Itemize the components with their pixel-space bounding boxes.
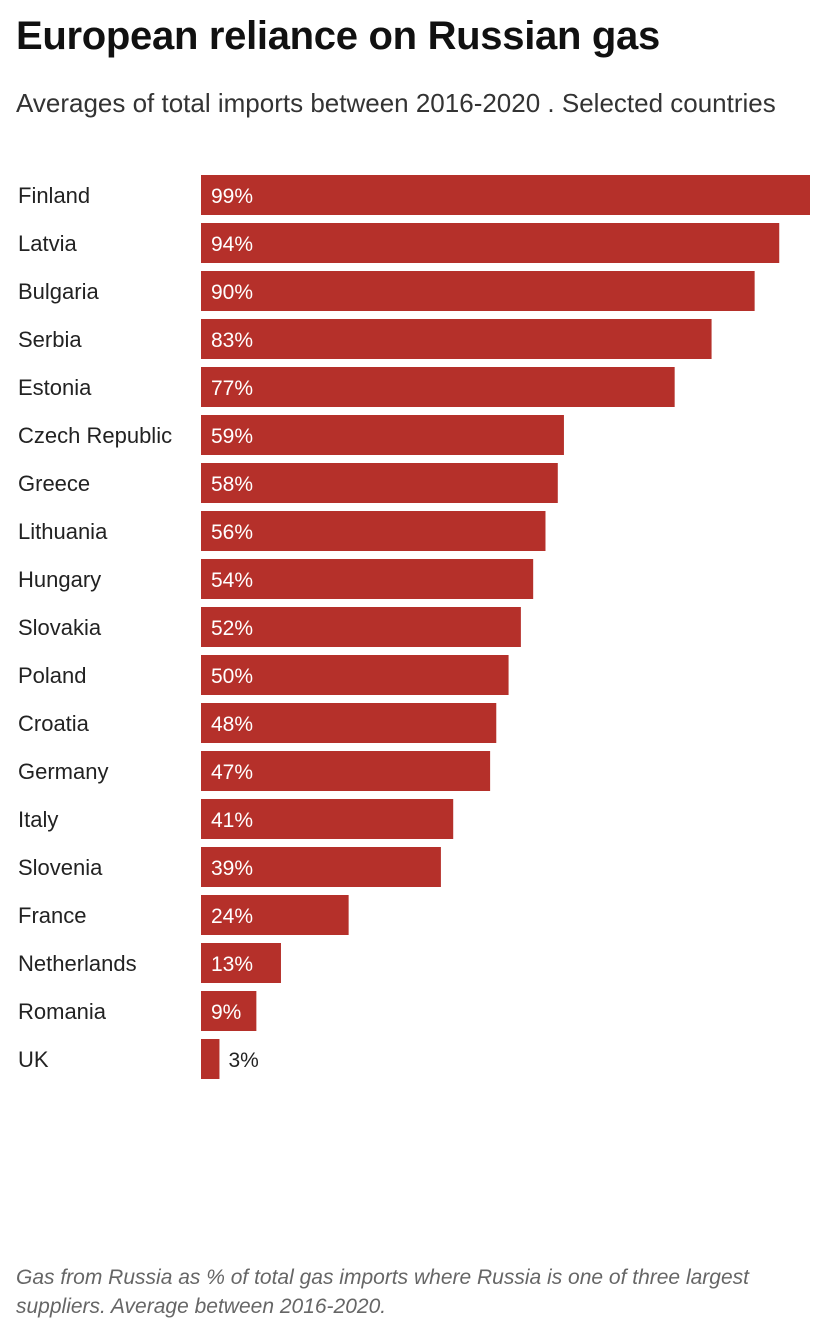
data-label: 41% (211, 809, 253, 832)
bar (201, 751, 491, 791)
data-label: 77% (211, 377, 253, 400)
category-label: France (18, 903, 86, 928)
bar (201, 895, 349, 935)
bar (201, 463, 558, 503)
bar (201, 223, 780, 263)
data-label: 52% (211, 617, 253, 640)
data-label: 83% (211, 329, 253, 352)
category-label: Romania (18, 999, 107, 1024)
footnote: Gas from Russia as % of total gas import… (16, 1266, 749, 1318)
data-label: 3% (228, 1049, 258, 1072)
category-label: Slovenia (18, 855, 103, 880)
bar (201, 703, 497, 743)
category-label: Germany (18, 759, 108, 784)
category-label: Greece (18, 471, 90, 496)
bar (201, 799, 454, 839)
bar (201, 367, 675, 407)
bar (201, 1039, 220, 1079)
bar-chart: Finland 99% Latvia 94% Bulgaria 90% Serbia 83% E… (18, 175, 810, 1079)
bar (201, 175, 810, 215)
data-label: 13% (211, 953, 253, 976)
data-label: 90% (211, 281, 253, 304)
data-label: 9% (211, 1001, 241, 1024)
category-label: Estonia (18, 375, 92, 400)
chart-title: European reliance on Russian gas (16, 14, 660, 58)
bar (201, 271, 755, 311)
data-label: 50% (211, 665, 253, 688)
category-label: Croatia (18, 711, 90, 736)
data-label: 47% (211, 761, 253, 784)
data-label: 48% (211, 713, 253, 736)
data-label: 56% (211, 521, 253, 544)
bar (201, 415, 564, 455)
category-label: Poland (18, 663, 87, 688)
category-label: Slovakia (18, 615, 102, 640)
bar (201, 943, 281, 983)
bar (201, 559, 534, 599)
data-label: 39% (211, 857, 253, 880)
category-label: Finland (18, 183, 90, 208)
category-label: Netherlands (18, 951, 137, 976)
category-label: Latvia (18, 231, 77, 256)
bar (201, 319, 712, 359)
category-label: Hungary (18, 567, 101, 592)
data-label: 24% (211, 905, 253, 928)
data-label: 54% (211, 569, 253, 592)
bar (201, 847, 441, 887)
category-label: Bulgaria (18, 279, 99, 304)
bar (201, 991, 257, 1031)
category-label: UK (18, 1047, 49, 1072)
category-label: Czech Republic (18, 423, 172, 448)
bar (201, 511, 546, 551)
category-label: Serbia (18, 327, 82, 352)
data-label: 59% (211, 425, 253, 448)
chart-subtitle: Averages of total imports between 2016-2… (16, 88, 776, 118)
category-label: Lithuania (18, 519, 108, 544)
data-label: 99% (211, 185, 253, 208)
data-label: 58% (211, 473, 253, 496)
bar (201, 607, 521, 647)
data-label: 94% (211, 233, 253, 256)
category-label: Italy (18, 807, 58, 832)
bar (201, 655, 509, 695)
